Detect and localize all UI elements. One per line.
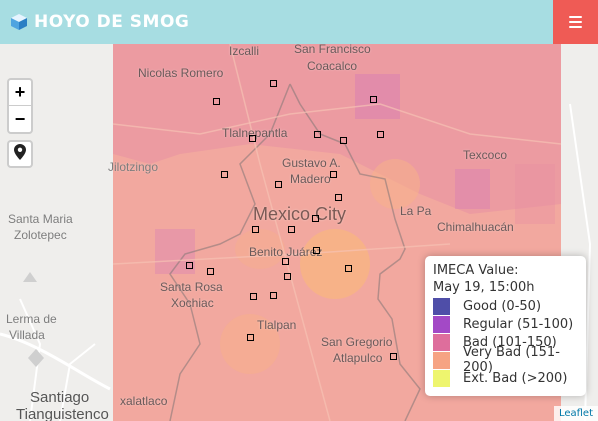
monitoring-station[interactable] — [284, 273, 291, 280]
legend-swatch-good — [433, 297, 450, 315]
legend-item-label: Ext. Bad (>200) — [463, 370, 568, 386]
locate-button[interactable] — [7, 140, 33, 168]
zoom-out-button[interactable]: − — [14, 108, 26, 129]
place-label-villada: Villada — [9, 328, 45, 342]
monitoring-station[interactable] — [186, 262, 193, 269]
legend-swatch-regular — [433, 315, 450, 333]
legend-item: Bad (101-150) — [433, 333, 578, 351]
monitoring-station[interactable] — [270, 292, 277, 299]
legend-item-label: Regular (51-100) — [463, 316, 574, 332]
monitoring-station[interactable] — [335, 194, 342, 201]
legend-item: Good (0-50) — [433, 297, 578, 315]
hamburger-menu-button[interactable] — [553, 0, 598, 44]
monitoring-station[interactable] — [247, 334, 254, 341]
place-label-santa-maria: Santa Maria — [8, 212, 73, 226]
monitoring-station[interactable] — [377, 131, 384, 138]
place-label-santiago: Santiago — [30, 389, 90, 406]
place-label-gustavo-a: Gustavo A. — [282, 156, 341, 170]
place-label-zolotepec: Zolotepec — [14, 228, 67, 242]
place-label-izcalli: Izcalli — [229, 44, 260, 58]
legend-swatch-bad — [433, 333, 450, 351]
place-label-san-gregorio: San Gregorio — [321, 335, 393, 349]
legend-swatch-very-bad — [433, 351, 450, 369]
cube-icon — [9, 12, 29, 32]
place-label-coacalco: Coacalco — [307, 59, 358, 73]
hamburger-menu-icon — [569, 16, 582, 18]
place-label-nicolas-romero: Nicolas Romero — [138, 66, 224, 80]
monitoring-station[interactable] — [370, 96, 377, 103]
place-label-lerma: Lerma de — [6, 312, 57, 326]
app-title[interactable]: HOYO DE SMOG — [34, 12, 190, 32]
monitoring-station[interactable] — [221, 171, 228, 178]
place-label-benito-juarez: Benito Juárez — [249, 245, 323, 259]
place-label-la-paz: La Pa — [400, 204, 432, 218]
hamburger-menu-icon-bar — [569, 21, 582, 23]
monitoring-station[interactable] — [390, 353, 397, 360]
legend-timestamp: May 19, 15:00h — [433, 280, 535, 295]
monitoring-station[interactable] — [312, 215, 319, 222]
place-label-mexico-city: Mexico City — [253, 204, 347, 224]
place-label-madero: Madero — [290, 172, 331, 186]
place-label-texcoco: Texcoco — [463, 148, 508, 162]
monitoring-station[interactable] — [252, 226, 259, 233]
app-header: HOYO DE SMOG — [0, 0, 598, 44]
hamburger-menu-icon-bar — [569, 26, 582, 28]
monitoring-station[interactable] — [207, 268, 214, 275]
legend-item-label: Good (0-50) — [463, 298, 542, 314]
place-label-santa-rosa: Santa Rosa — [160, 280, 223, 294]
leaflet-attribution-link[interactable]: Leaflet — [553, 406, 598, 421]
monitoring-station[interactable] — [345, 265, 352, 272]
legend-title: IMECA Value: — [433, 263, 519, 278]
imeca-legend: IMECA Value: May 19, 15:00h Good (0-50) … — [425, 256, 586, 396]
legend-item: Regular (51-100) — [433, 315, 578, 333]
place-label-chimalhuacan: Chimalhuacán — [437, 220, 514, 234]
monitoring-station[interactable] — [340, 137, 347, 144]
legend-item-label: Very Bad (151-200) — [463, 345, 560, 375]
monitoring-station[interactable] — [313, 247, 320, 254]
zoom-control: + − — [7, 78, 33, 134]
place-label-tianguistenco: Tianguistenco — [16, 406, 109, 421]
monitoring-station[interactable] — [330, 171, 337, 178]
place-label-xochiac: Xochiac — [171, 296, 214, 310]
place-label-jilotzingo: Jilotzingo — [108, 160, 159, 174]
legend-item: Ext. Bad (>200) — [433, 369, 578, 387]
place-label-tlalnepantla: Tlalnepantla — [222, 126, 288, 140]
monitoring-station[interactable] — [314, 131, 321, 138]
place-label-tlalpan: Tlalpan — [257, 318, 297, 332]
monitoring-station[interactable] — [288, 226, 295, 233]
place-label-san-francisco: San Francisco — [294, 44, 371, 56]
place-label-xalatlaco: xalatlaco — [120, 394, 168, 408]
map-marker-icon — [14, 143, 26, 165]
monitoring-station[interactable] — [275, 181, 282, 188]
monitoring-station[interactable] — [250, 293, 257, 300]
monitoring-station[interactable] — [213, 98, 220, 105]
legend-swatch-ext-bad — [433, 369, 450, 387]
monitoring-station[interactable] — [249, 135, 256, 142]
legend-item: Very Bad (151-200) — [433, 345, 578, 375]
legend-item-label: Bad (101-150) — [463, 334, 557, 350]
monitoring-station[interactable] — [282, 258, 289, 265]
monitoring-station[interactable] — [270, 80, 277, 87]
zoom-in-button[interactable]: + — [9, 80, 31, 106]
place-label-atlapulco: Atlapulco — [333, 351, 383, 365]
